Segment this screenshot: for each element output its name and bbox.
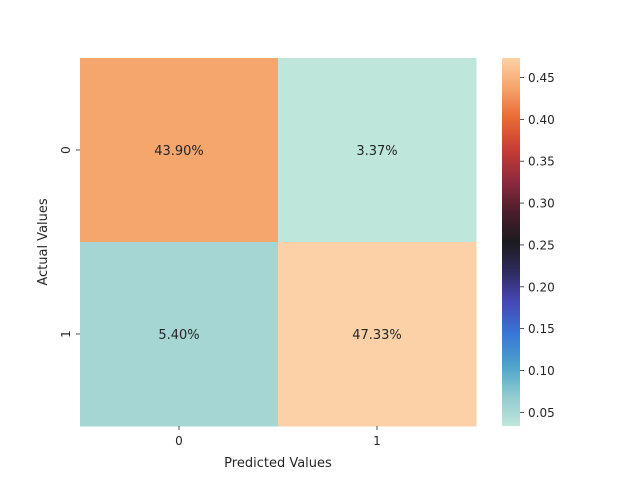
colorbar-tick-label: 0.10 (528, 364, 555, 378)
colorbar-tick-label: 0.15 (528, 322, 555, 336)
cell-value-label-0-0: 43.90% (154, 144, 204, 159)
colorbar-tick-label: 0.30 (528, 197, 555, 211)
x-tick-label: 0 (175, 434, 183, 448)
cell-value-label-1-0: 5.40% (158, 328, 199, 343)
y-tick-label: 1 (59, 330, 73, 338)
colorbar-tick-label: 0.45 (528, 71, 555, 85)
heatmap-cell-0-0 (80, 58, 279, 243)
y-axis-ticks: 01 (59, 146, 80, 338)
heatmap-cell-1-1 (278, 242, 477, 427)
y-tick-label: 0 (59, 146, 73, 154)
colorbar-tick-label: 0.35 (528, 155, 555, 169)
colorbar-tick-label: 0.20 (528, 280, 555, 294)
y-axis-label: Actual Values (36, 198, 51, 286)
colorbar-ticks: 0.05 0.10 0.15 0.20 0.25 0.30 0.35 0.40 0.45 (520, 71, 555, 420)
heatmap-cell-0-1 (278, 58, 477, 243)
heatmap-cell-labels: 43.90% 3.37% 5.40% 47.33% (154, 144, 402, 343)
heatmap-cells (80, 58, 477, 427)
x-tick-label: 1 (373, 434, 381, 448)
cell-value-label-0-1: 3.37% (356, 144, 397, 159)
colorbar-tick-label: 0.05 (528, 406, 555, 420)
colorbar-tick-label: 0.40 (528, 113, 555, 127)
colorbar (502, 58, 520, 426)
cell-value-label-1-1: 47.33% (352, 328, 402, 343)
heatmap-cell-1-0 (80, 242, 279, 427)
colorbar-tick-label: 0.25 (528, 238, 555, 252)
x-axis-label: Predicted Values (224, 456, 332, 471)
